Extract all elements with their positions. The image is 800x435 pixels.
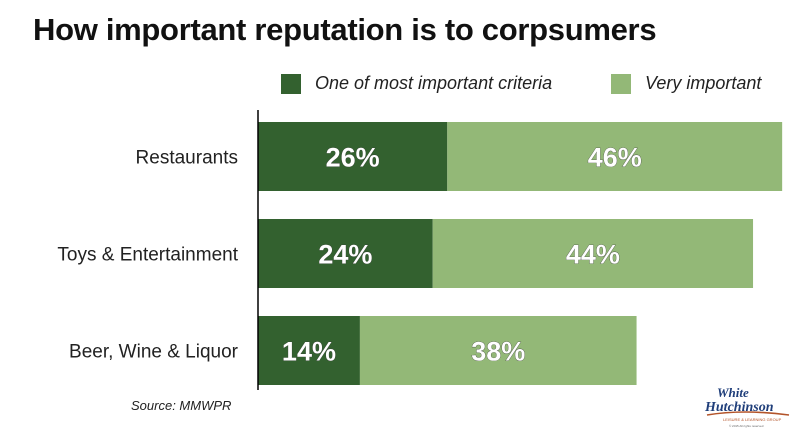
bar-restaurants-series-1 [258,122,448,191]
svg-text:White: White [717,385,749,400]
legend-swatch-most-important [281,73,301,94]
svg-text:LEISURE & LEARNING GROUP: LEISURE & LEARNING GROUP [723,417,782,422]
legend-item-most-important: One of most important criteria [281,73,552,94]
legend-label-most-important: One of most important criteria [315,73,553,93]
bar-toys-entertainment-series-1 [258,219,433,288]
data-label-toys-entertainment-series-1: 24% [318,240,372,270]
logo-icon: White Hutchinson LEISURE & LEARNING GROU… [704,385,790,428]
chart-title: How important reputation is to corpsumer… [33,12,657,47]
bar-beer-wine-liquor-series-1 [258,316,360,385]
category-label-restaurants: Restaurants [136,148,238,169]
category-label-toys-entertainment: Toys & Entertainment [57,245,238,266]
svg-text:Hutchinson: Hutchinson [704,400,774,415]
svg-text:© 2015 All rights reserved: © 2015 All rights reserved [729,424,764,428]
data-label-beer-wine-liquor-series-1: 14% [282,337,336,367]
data-label-restaurants-series-1: 26% [326,143,380,173]
legend-item-very-important: Very important [611,73,761,94]
data-label-beer-wine-liquor-series-2: 38% [471,337,525,367]
legend-label-very-important: Very important [645,73,762,93]
category-label-beer-wine-liquor: Beer, Wine & Liquor [69,342,239,363]
white-hutchinson-logo: White Hutchinson LEISURE & LEARNING GROU… [703,385,795,429]
legend-swatch-very-important [611,73,631,94]
data-label-toys-entertainment-series-2: 44% [566,240,620,270]
bar-beer-wine-liquor-series-2 [359,316,637,385]
bar-restaurants-series-2 [447,122,783,191]
source-note: Source: MMWPR [131,398,232,413]
data-label-restaurants-series-2: 46% [588,143,642,173]
bar-toys-entertainment-series-2 [432,219,754,288]
